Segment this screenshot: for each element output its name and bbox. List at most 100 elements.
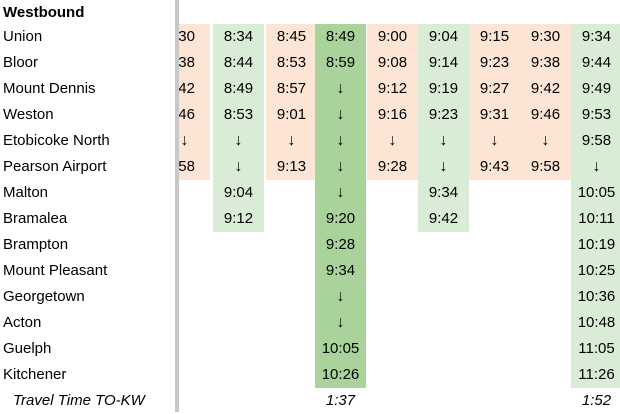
departure-time: 9:13 — [276, 158, 307, 175]
departure-time: 9:53 — [581, 106, 612, 123]
departure-time: 9:04 — [223, 184, 254, 201]
trip-column: 8:49 8:59 ↓ ↓ ↓ ↓ ↓ 9:20 9:28 9:34 ↓ ↓ 10:05 10:26 1:3… — [315, 0, 366, 412]
departure-time: 10:36 — [577, 288, 616, 305]
departure-time: 10:05 — [321, 340, 360, 357]
down-arrow-icon: ↓ — [336, 314, 345, 331]
departure-time: 8:34 — [223, 28, 254, 45]
departure-time: :46 — [179, 106, 195, 123]
departure-time: 9:46 — [530, 106, 561, 123]
down-arrow-icon: ↓ — [336, 158, 345, 175]
departure-time: 9:58 — [530, 158, 561, 175]
station-label: Mount Dennis — [3, 80, 96, 97]
station-label: Union — [3, 28, 43, 45]
station-label: Georgetown — [3, 288, 85, 305]
departure-time: 9:23 — [428, 106, 459, 123]
departure-time: 9:44 — [581, 54, 612, 71]
trip-column: 8:45 8:53 8:57 9:01 ↓ 9:13 — [266, 0, 317, 412]
departure-time: 8:59 — [325, 54, 356, 71]
departure-time: 11:26 — [578, 366, 615, 383]
departure-time: 9:04 — [428, 28, 459, 45]
station-label: Kitchener — [3, 366, 67, 383]
station-label: Bloor — [3, 54, 39, 71]
down-arrow-icon: ↓ — [439, 132, 448, 149]
down-arrow-icon: ↓ — [336, 80, 345, 97]
down-arrow-icon: ↓ — [234, 158, 243, 175]
down-arrow-icon: ↓ — [287, 132, 296, 149]
departure-time: 9:23 — [479, 54, 510, 71]
departure-time: 9:12 — [377, 80, 408, 97]
departure-time: :30 — [179, 28, 195, 45]
trip-fill — [418, 24, 469, 232]
station-label: Pearson Airport — [3, 158, 107, 175]
trip-column: 9:30 9:38 9:42 9:46 ↓ 9:58 — [520, 0, 571, 412]
trip-fill — [213, 24, 264, 232]
departure-time: 10:19 — [577, 236, 616, 253]
departure-time: 8:57 — [276, 80, 307, 97]
trip-column: 9:04 9:14 9:19 9:23 ↓ ↓ 9:34 9:42 — [418, 0, 469, 412]
station-label: Guelph — [3, 340, 52, 357]
departure-time: 9:58 — [581, 132, 612, 149]
departure-time: :42 — [179, 80, 195, 97]
departure-time: 9:49 — [581, 80, 612, 97]
departure-time: 10:05 — [577, 184, 616, 201]
departure-time: 9:31 — [479, 106, 510, 123]
column-divider — [175, 0, 179, 412]
departure-time: 9:19 — [428, 80, 459, 97]
trip-column: 8:34 8:44 8:49 8:53 ↓ ↓ 9:04 9:12 — [213, 0, 264, 412]
departure-time: 9:16 — [377, 106, 408, 123]
down-arrow-icon: ↓ — [336, 184, 345, 201]
travel-time-label: Travel Time TO-KW — [13, 392, 145, 409]
trip-column: 9:34 9:44 9:49 9:53 9:58 ↓ 10:05 10:11 10:19 10:2… — [571, 0, 620, 412]
departure-time: 9:15 — [479, 28, 510, 45]
station-label: Bramalea — [3, 210, 68, 227]
departure-time: 9:27 — [479, 80, 510, 97]
departure-time: 10:26 — [321, 366, 360, 383]
station-label: Mount Pleasant — [3, 262, 108, 279]
departure-time: 10:11 — [578, 210, 615, 227]
down-arrow-icon: ↓ — [541, 132, 550, 149]
departure-time: 8:49 — [325, 28, 356, 45]
departure-time: 9:38 — [530, 54, 561, 71]
down-arrow-icon: ↓ — [234, 132, 243, 149]
station-label: Acton — [3, 314, 42, 331]
departure-time: 9:20 — [325, 210, 356, 227]
departure-time: 9:34 — [581, 28, 612, 45]
down-arrow-icon: ↓ — [336, 288, 345, 305]
station-label: Brampton — [3, 236, 69, 253]
trip-fill — [571, 24, 620, 388]
departure-time: :38 — [179, 54, 195, 71]
down-arrow-icon: ↓ — [439, 158, 448, 175]
departure-time: 9:00 — [377, 28, 408, 45]
station-label: Etobicoke North — [3, 132, 110, 149]
trip-fill — [266, 24, 317, 180]
down-arrow-icon: ↓ — [336, 132, 345, 149]
departure-time: 8:49 — [223, 80, 254, 97]
departure-time: 8:53 — [223, 106, 254, 123]
trip-column: :30 :38 :42 :46 ↓ :58 — [179, 0, 210, 412]
travel-time-value: 1:37 — [325, 392, 356, 409]
trip-grid: :30:38:42:46↓:588:348:448:498:53↓↓9:049:… — [179, 0, 620, 412]
travel-time-value: 1:52 — [581, 392, 612, 409]
departure-time: 10:25 — [577, 262, 616, 279]
trip-column: 9:15 9:23 9:27 9:31 ↓ 9:43 — [469, 0, 520, 412]
direction-header: Westbound — [3, 4, 85, 21]
down-arrow-icon: ↓ — [388, 132, 397, 149]
departure-time: 9:42 — [530, 80, 561, 97]
down-arrow-icon: ↓ — [490, 132, 499, 149]
departure-time: 9:12 — [223, 210, 254, 227]
trip-fill — [179, 24, 210, 180]
departure-time: 8:44 — [223, 54, 254, 71]
departure-time: 9:01 — [276, 106, 307, 123]
down-arrow-icon: ↓ — [336, 106, 345, 123]
down-arrow-icon: ↓ — [180, 132, 189, 149]
departure-time: 9:34 — [428, 184, 459, 201]
departure-time: 9:14 — [428, 54, 459, 71]
departure-time: :58 — [179, 158, 195, 175]
departure-time: 9:42 — [428, 210, 459, 227]
departure-time: 9:43 — [479, 158, 510, 175]
trip-fill — [469, 24, 520, 180]
departure-time: 8:53 — [276, 54, 307, 71]
down-arrow-icon: ↓ — [592, 158, 601, 175]
departure-time: 9:30 — [530, 28, 561, 45]
